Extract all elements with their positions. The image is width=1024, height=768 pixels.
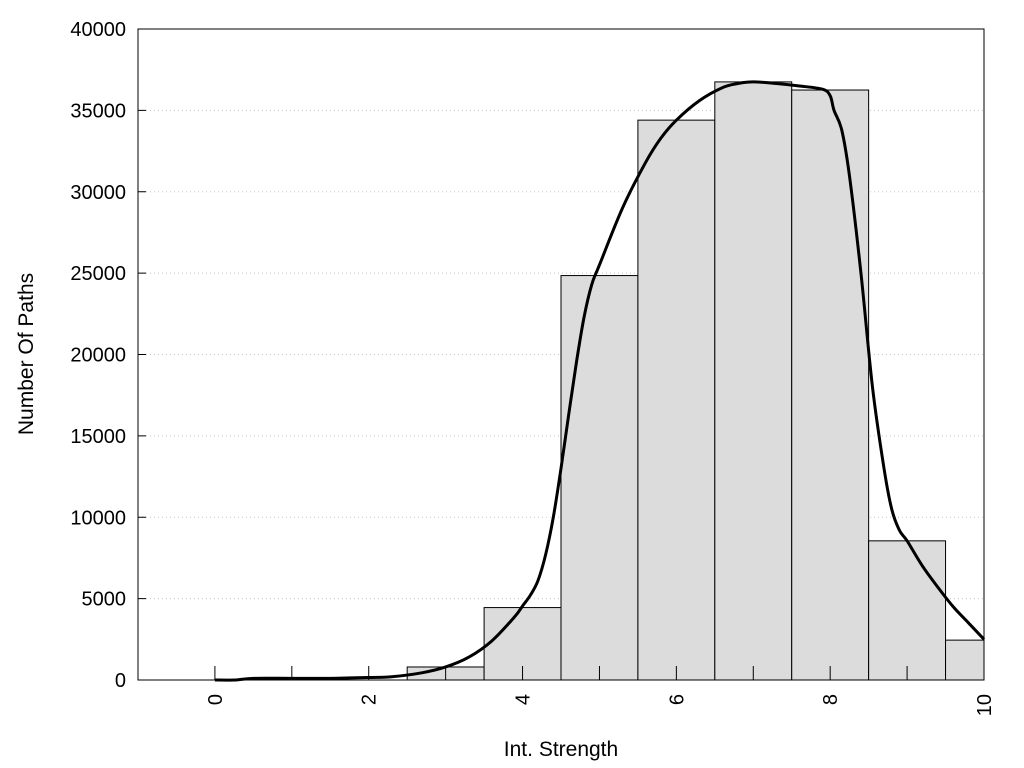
y-tick-label: 5000: [82, 589, 127, 611]
x-axis: 0 2 4 6 8 10: [205, 666, 996, 716]
bar: [868, 540, 947, 681]
y-tick-label: 10000: [70, 507, 126, 529]
bars: [406, 81, 985, 681]
bar: [945, 639, 985, 681]
bar: [714, 81, 793, 681]
x-tick-label: 6: [666, 694, 688, 705]
y-axis: 0 5000 10000 15000 20000 25000 30000 35000 40000: [70, 19, 146, 692]
bar: [560, 275, 639, 681]
x-tick-label: 0: [205, 694, 227, 705]
bar: [791, 89, 870, 681]
y-tick-label: 40000: [70, 19, 126, 41]
x-tick-label: 2: [359, 694, 381, 705]
x-axis-title: Int. Strength: [504, 738, 618, 761]
bar: [637, 119, 716, 681]
y-tick-label: 15000: [70, 426, 126, 448]
y-tick-label: 0: [115, 670, 126, 692]
y-tick-label: 25000: [70, 263, 126, 285]
y-tick-label: 20000: [70, 345, 126, 367]
y-axis-title: Number Of Paths: [15, 273, 38, 435]
x-tick-label: 10: [974, 694, 996, 716]
y-tick-label: 30000: [70, 182, 126, 204]
x-tick-label: 4: [513, 694, 535, 705]
x-tick-label: 8: [820, 694, 842, 705]
y-tick-label: 35000: [70, 100, 126, 122]
